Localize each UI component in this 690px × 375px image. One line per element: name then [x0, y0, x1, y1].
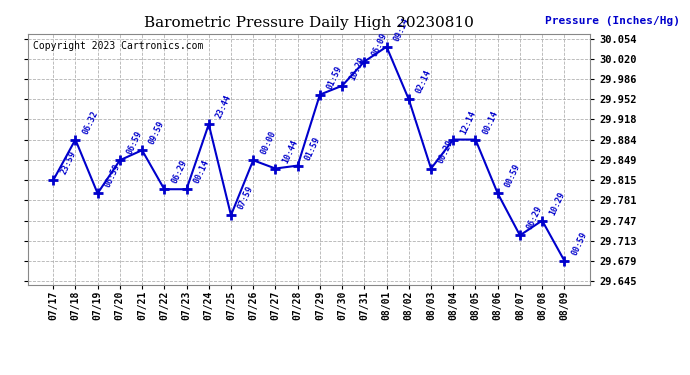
- Text: 12:14: 12:14: [459, 109, 477, 135]
- Text: 06:09: 06:09: [370, 31, 388, 57]
- Text: 00:29: 00:29: [437, 138, 455, 164]
- Text: 00:14: 00:14: [481, 109, 500, 135]
- Text: 00:00: 00:00: [259, 130, 277, 156]
- Text: 10:44: 10:44: [281, 138, 299, 164]
- Text: 06:59: 06:59: [104, 163, 122, 189]
- Text: 01:59: 01:59: [303, 135, 322, 161]
- Text: Pressure (Inches/Hg): Pressure (Inches/Hg): [544, 16, 680, 26]
- Text: 10:29: 10:29: [348, 55, 366, 82]
- Text: 00:59: 00:59: [570, 230, 589, 256]
- Title: Barometric Pressure Daily High 20230810: Barometric Pressure Daily High 20230810: [144, 16, 474, 30]
- Text: 06:29: 06:29: [526, 205, 544, 231]
- Text: 00:14: 00:14: [192, 159, 211, 185]
- Text: 07:59: 07:59: [237, 184, 255, 211]
- Text: 06:29: 06:29: [170, 159, 188, 185]
- Text: 23:44: 23:44: [215, 94, 233, 120]
- Text: 02:14: 02:14: [415, 69, 433, 95]
- Text: 23:59: 23:59: [59, 150, 77, 176]
- Text: Copyright 2023 Cartronics.com: Copyright 2023 Cartronics.com: [33, 41, 204, 51]
- Text: 06:59: 06:59: [126, 130, 144, 156]
- Text: 10:29: 10:29: [548, 190, 566, 216]
- Text: 01:59: 01:59: [326, 64, 344, 90]
- Text: 06:32: 06:32: [81, 109, 99, 135]
- Text: 09:59: 09:59: [148, 120, 166, 146]
- Text: 00:59: 00:59: [503, 163, 522, 189]
- Text: 09:14: 09:14: [392, 16, 411, 43]
